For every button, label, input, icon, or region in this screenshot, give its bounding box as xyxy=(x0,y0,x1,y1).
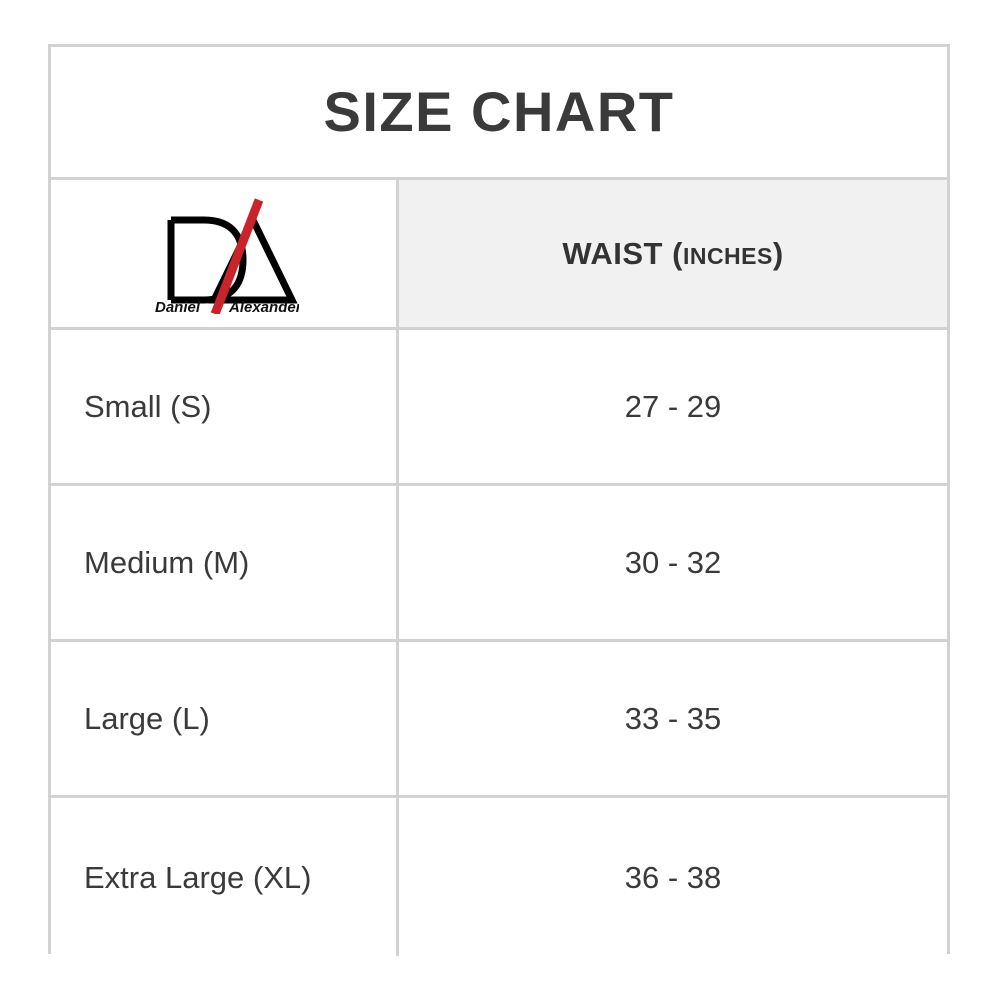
row-waist-cell: 30 - 32 xyxy=(399,486,947,639)
table-row: Small (S) 27 - 29 xyxy=(51,330,947,486)
row-waist-cell: 33 - 35 xyxy=(399,642,947,795)
size-chart-table: SIZE CHART Daniel Alexander xyxy=(48,44,950,956)
row-waist-cell: 27 - 29 xyxy=(399,330,947,483)
waist-value: 36 - 38 xyxy=(624,859,722,895)
row-size-cell: Large (L) xyxy=(51,642,399,795)
size-label: Large (L) xyxy=(84,701,210,736)
row-size-cell: Extra Large (XL) xyxy=(51,798,399,956)
row-size-cell: Small (S) xyxy=(51,330,399,483)
column-header-unit-open: ( xyxy=(672,236,683,271)
title-row: SIZE CHART xyxy=(51,47,947,180)
table-header-row: Daniel Alexander WAIST (INCHES) xyxy=(51,180,947,330)
daniel-alexander-logo-icon: Daniel Alexander xyxy=(155,197,299,314)
column-header-unit-word: INCHES xyxy=(682,243,773,269)
brand-wordmark-left: Daniel xyxy=(155,299,201,314)
size-label: Extra Large (XL) xyxy=(84,859,312,895)
column-header-waist: WAIST (INCHES) xyxy=(562,238,783,269)
header-cell-logo: Daniel Alexander xyxy=(51,180,399,327)
waist-value: 27 - 29 xyxy=(624,389,722,424)
column-header-waist-text: WAIST xyxy=(562,236,663,271)
page-title: SIZE CHART xyxy=(323,80,675,143)
table-row: Extra Large (XL) 36 - 38 xyxy=(51,798,947,956)
table-row: Medium (M) 30 - 32 xyxy=(51,486,947,642)
brand-logo: Daniel Alexander xyxy=(51,194,396,314)
row-size-cell: Medium (M) xyxy=(51,486,399,639)
waist-value: 30 - 32 xyxy=(624,545,722,580)
row-waist-cell: 36 - 38 xyxy=(399,798,947,956)
header-cell-waist: WAIST (INCHES) xyxy=(399,180,947,327)
table-row: Large (L) 33 - 35 xyxy=(51,642,947,798)
size-label: Medium (M) xyxy=(84,545,250,580)
waist-value: 33 - 35 xyxy=(624,701,722,736)
size-label: Small (S) xyxy=(84,389,212,424)
brand-wordmark-right: Alexander xyxy=(228,299,299,314)
column-header-unit-close: ) xyxy=(772,236,784,271)
